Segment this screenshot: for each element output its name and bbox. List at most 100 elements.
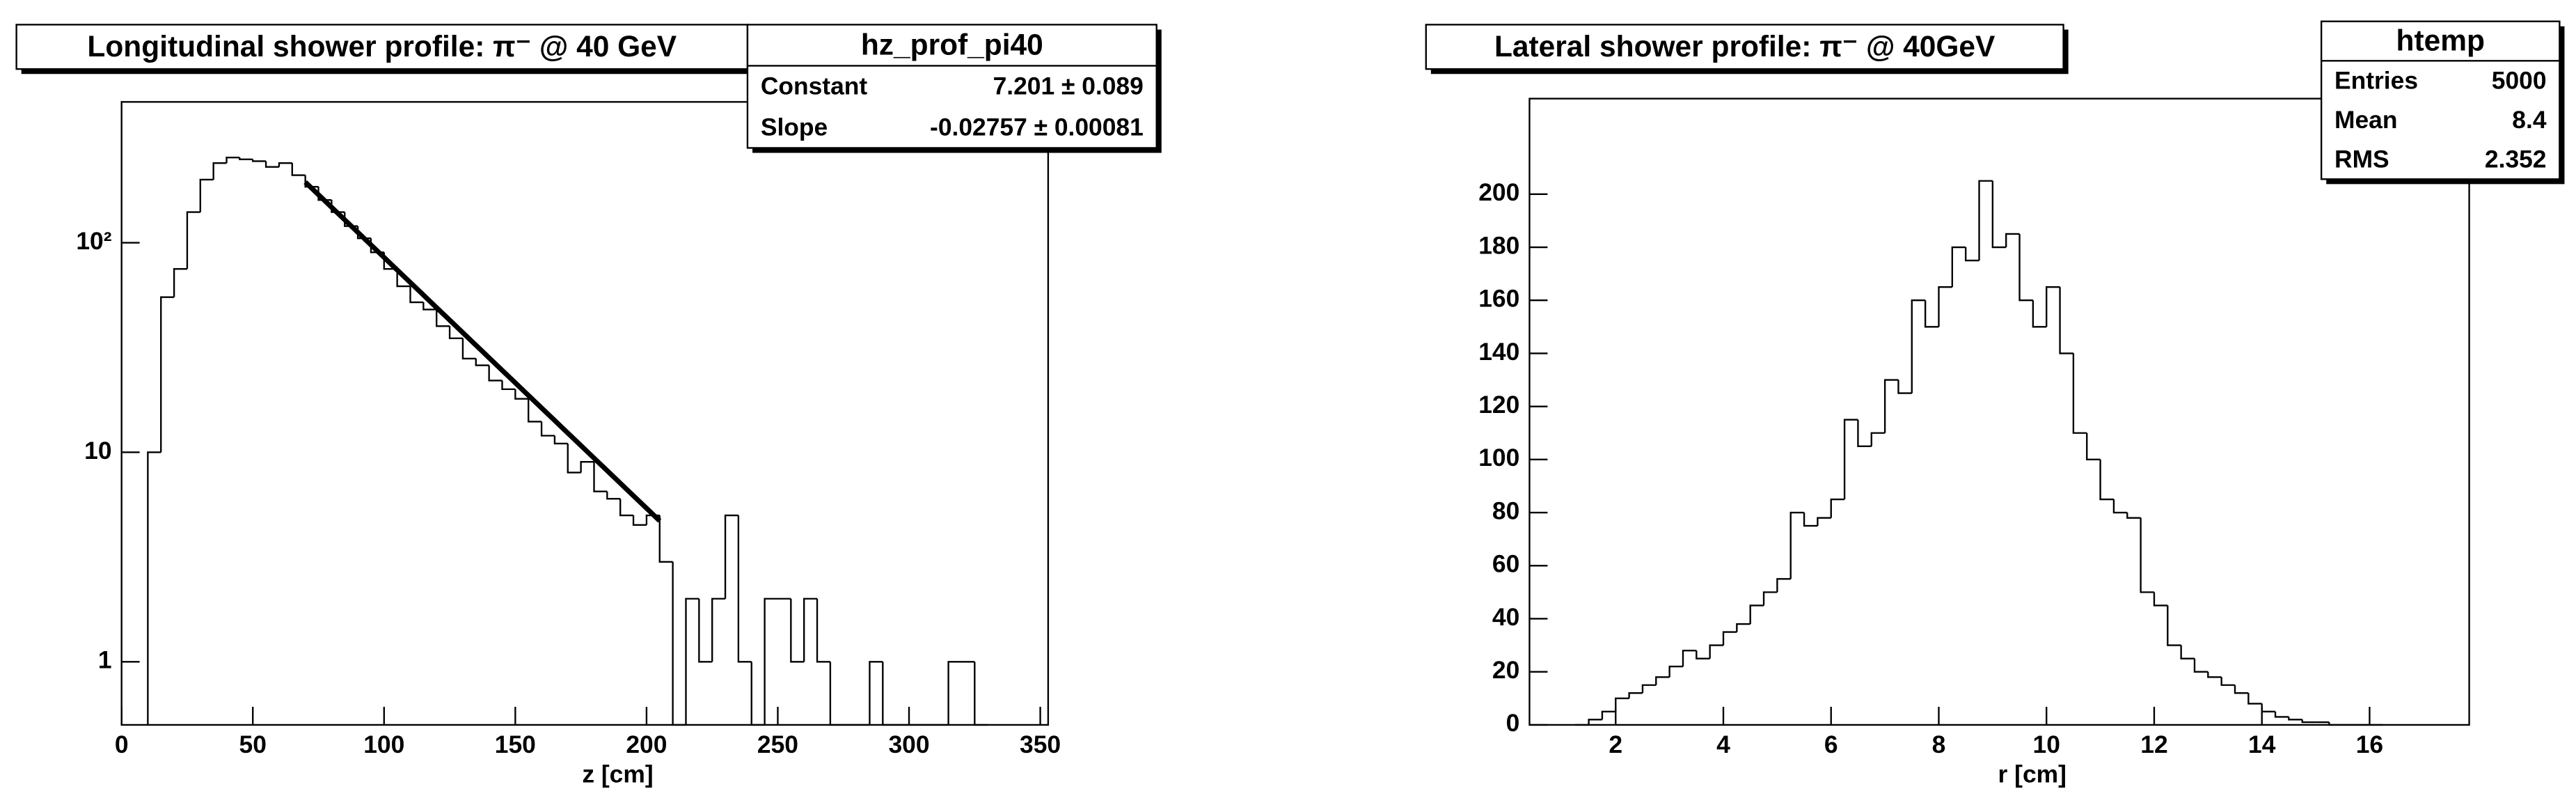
histogram-bin xyxy=(632,515,647,526)
x-axis-label: z [cm] xyxy=(582,760,653,788)
histogram-bin xyxy=(173,267,187,297)
y-tick-label: 80 xyxy=(1492,497,1519,524)
x-tick-label: 10 xyxy=(2033,731,2060,758)
stats-label: Mean xyxy=(2334,106,2397,134)
histogram-bin xyxy=(2072,353,2087,434)
histogram-bin xyxy=(553,435,568,445)
x-tick-label: 12 xyxy=(2140,731,2167,758)
histogram-bin xyxy=(803,598,818,662)
histogram-bin xyxy=(974,662,988,726)
histogram-bin xyxy=(2086,432,2101,461)
histogram-bin xyxy=(1964,247,1980,262)
histogram-bin xyxy=(1978,180,1993,261)
title-box xyxy=(1425,24,2064,70)
histogram-bin xyxy=(2153,592,2168,607)
histogram-bin xyxy=(304,175,319,188)
histogram-bin xyxy=(2288,717,2302,721)
histogram-bin xyxy=(252,159,267,162)
histogram-bin xyxy=(947,661,962,725)
histogram-bin xyxy=(1817,517,1831,526)
stats-label: Slope xyxy=(761,114,828,141)
histogram-bin xyxy=(829,662,844,726)
y-tick-label: 200 xyxy=(1478,178,1519,206)
histogram-bin xyxy=(239,157,253,161)
histogram-bin xyxy=(2234,685,2249,694)
x-tick-label: 350 xyxy=(1020,731,1061,758)
histogram-bin xyxy=(2018,233,2033,302)
histogram-bin xyxy=(2247,693,2262,705)
stats-value: 5000 xyxy=(2492,66,2547,94)
histogram-bin xyxy=(2112,499,2128,514)
histogram-bin xyxy=(2274,711,2289,718)
x-tick-label: 200 xyxy=(626,731,667,758)
histogram-bin xyxy=(160,296,175,453)
histogram-bin xyxy=(291,163,306,176)
histogram-bin xyxy=(1924,300,1939,328)
histogram-bin xyxy=(199,178,214,212)
histogram-bin xyxy=(1722,631,1737,646)
histogram-bin xyxy=(488,365,503,382)
histogram-bin xyxy=(1776,578,1791,593)
histogram-bin xyxy=(1870,432,1886,446)
histogram-bin xyxy=(2059,287,2073,354)
y-tick-label: 180 xyxy=(1478,231,1519,259)
histogram-bin xyxy=(1911,299,1926,393)
y-tick-label: 1 xyxy=(98,646,112,674)
histogram-bin xyxy=(1938,286,1952,327)
histogram-bin xyxy=(1830,498,1845,518)
y-tick-label: 0 xyxy=(1506,709,1520,737)
histogram-bin xyxy=(264,161,279,168)
histogram-bin xyxy=(396,269,411,288)
y-tick-label: 60 xyxy=(1492,550,1519,578)
histogram-bin xyxy=(790,598,805,663)
histogram-bin xyxy=(422,302,437,311)
histogram-bin xyxy=(540,421,555,437)
histogram-bin xyxy=(212,162,227,180)
histogram-bin xyxy=(698,598,713,663)
histogram-bin xyxy=(501,380,516,391)
y-tick-label: 10² xyxy=(76,227,111,255)
histogram-bin xyxy=(514,389,529,400)
histogram-bin xyxy=(2193,658,2208,673)
y-tick-label: 100 xyxy=(1478,444,1519,471)
chart-title: Longitudinal shower profile: π⁻ @ 40 GeV xyxy=(87,31,677,63)
histogram-bin xyxy=(1897,380,1912,394)
histogram-bin xyxy=(2099,459,2114,501)
histogram-bin xyxy=(147,451,161,725)
histogram-bin xyxy=(2261,703,2276,713)
x-tick-label: 8 xyxy=(1932,731,1946,758)
plot-frame xyxy=(120,101,1050,726)
histogram-bin xyxy=(737,515,752,663)
x-tick-label: 0 xyxy=(115,731,129,758)
stats-label: Entries xyxy=(2334,66,2418,94)
stats-label: RMS xyxy=(2334,146,2389,173)
histogram-bin xyxy=(1736,623,1751,632)
histogram-bin xyxy=(658,515,673,563)
y-tick-label: 120 xyxy=(1478,391,1519,419)
stats-box xyxy=(2320,20,2561,180)
x-axis-label: r [cm] xyxy=(1998,760,2067,788)
histogram-bin xyxy=(816,598,830,663)
stats-value: -0.02757 ± 0.00081 xyxy=(930,114,1144,141)
histogram-bin xyxy=(580,461,594,473)
histogram-bin xyxy=(475,358,489,366)
histogram-bin xyxy=(2328,722,2343,726)
histogram-bin xyxy=(882,662,896,726)
stats-value: 8.4 xyxy=(2512,106,2547,134)
x-tick-label: 50 xyxy=(239,731,267,758)
histogram-bin xyxy=(409,286,424,304)
histogram-bin xyxy=(1696,650,1710,659)
histogram-bin xyxy=(1762,591,1778,606)
stats-value: 2.352 xyxy=(2485,146,2547,173)
histogram-bin xyxy=(2140,517,2154,593)
x-tick-label: 300 xyxy=(888,731,929,758)
stats-value: 7.201 ± 0.089 xyxy=(993,72,1144,100)
title-box xyxy=(15,24,749,70)
histogram-bin xyxy=(2126,513,2141,519)
histogram-bin xyxy=(619,499,634,517)
histogram-bin xyxy=(2032,300,2047,328)
histogram-bin xyxy=(1883,379,1899,433)
histogram-bin xyxy=(2167,605,2181,646)
histogram-bin xyxy=(448,326,463,339)
histogram-bin xyxy=(1682,650,1697,667)
